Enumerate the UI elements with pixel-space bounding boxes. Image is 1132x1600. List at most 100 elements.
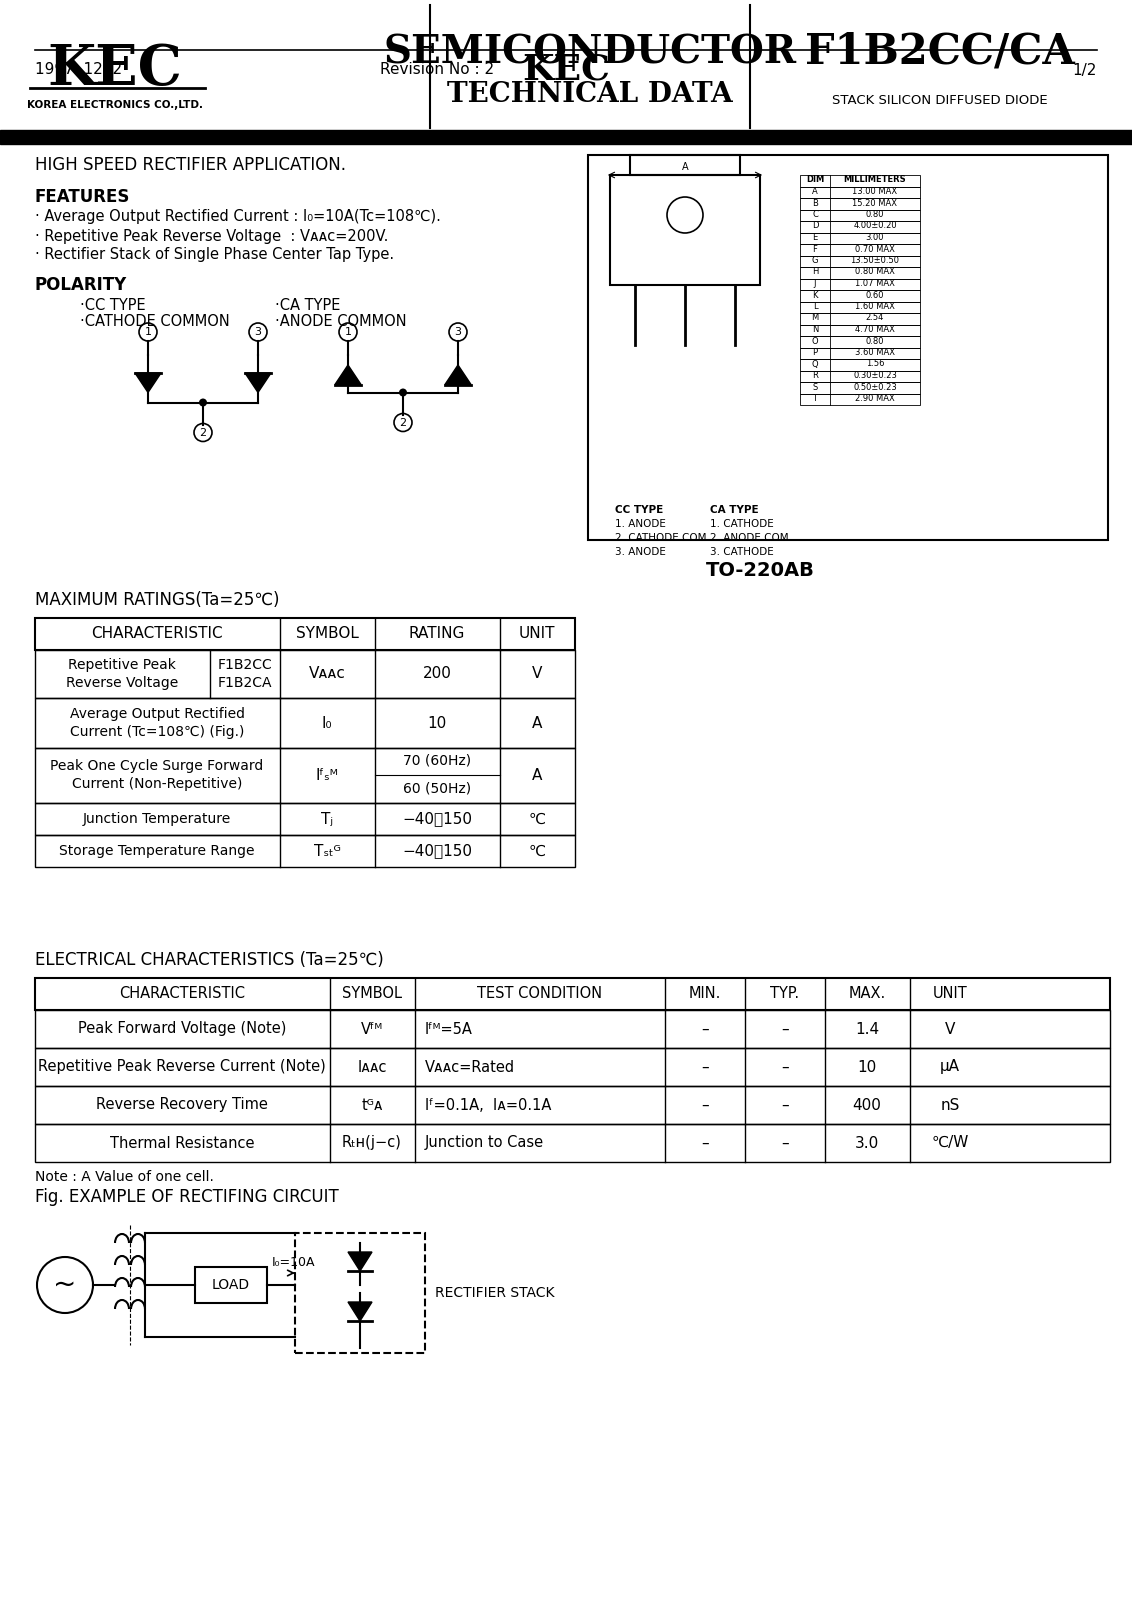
Polygon shape [445, 365, 471, 384]
Bar [35, 698, 575, 749]
Text: ELECTRICAL CHARACTERISTICS (Ta=25℃): ELECTRICAL CHARACTERISTICS (Ta=25℃) [35, 950, 384, 970]
Text: Vᴀᴀᴄ=Rated: Vᴀᴀᴄ=Rated [424, 1059, 515, 1075]
Text: KEC: KEC [522, 53, 610, 86]
Text: Tₛₜᴳ: Tₛₜᴳ [314, 843, 341, 859]
Polygon shape [348, 1302, 372, 1322]
Text: V: V [945, 1021, 955, 1037]
Text: Repetitive Peak Reverse Current (Note): Repetitive Peak Reverse Current (Note) [38, 1059, 326, 1075]
Text: 15.20 MAX: 15.20 MAX [852, 198, 898, 208]
Text: CC TYPE: CC TYPE [615, 506, 663, 515]
Text: L: L [813, 302, 817, 310]
Polygon shape [335, 365, 361, 384]
Bar [800, 256, 920, 267]
Text: TECHNICAL DATA: TECHNICAL DATA [447, 82, 732, 109]
Text: S: S [813, 382, 817, 392]
Bar [0, 130, 1132, 144]
Bar [35, 1086, 1110, 1123]
Text: ·ANODE COMMON: ·ANODE COMMON [275, 315, 406, 330]
Text: 1/2: 1/2 [1073, 62, 1097, 77]
Text: KOREA ELECTRONICS CO.,LTD.: KOREA ELECTRONICS CO.,LTD. [27, 99, 203, 110]
Bar [195, 1267, 267, 1302]
Text: 1: 1 [344, 326, 352, 338]
Text: 0.80 MAX: 0.80 MAX [855, 267, 895, 277]
Text: SEMICONDUCTOR: SEMICONDUCTOR [384, 34, 797, 70]
Text: A: A [812, 187, 818, 195]
Text: M: M [812, 314, 818, 323]
Text: 10: 10 [857, 1059, 876, 1075]
Text: 3. ANODE: 3. ANODE [615, 547, 666, 557]
Text: ·CA TYPE: ·CA TYPE [275, 298, 341, 312]
Text: G: G [812, 256, 818, 266]
Text: –: – [781, 1136, 789, 1150]
Text: I₀: I₀ [321, 715, 333, 731]
Text: J: J [814, 278, 816, 288]
Text: –: – [781, 1098, 789, 1112]
Text: MAXIMUM RATINGS(Ta=25℃): MAXIMUM RATINGS(Ta=25℃) [35, 590, 280, 610]
Text: F1B2CC
F1B2CA: F1B2CC F1B2CA [217, 658, 273, 690]
Text: 1.60 MAX: 1.60 MAX [855, 302, 895, 310]
Text: 400: 400 [852, 1098, 882, 1112]
Text: Thermal Resistance: Thermal Resistance [110, 1136, 255, 1150]
Circle shape [199, 398, 207, 406]
Text: −40～150: −40～150 [402, 843, 472, 859]
Text: ℃: ℃ [529, 811, 546, 827]
Bar [800, 187, 920, 198]
Text: 3: 3 [455, 326, 462, 338]
Text: 60 (50Hz): 60 (50Hz) [403, 781, 471, 795]
Text: 3: 3 [255, 326, 261, 338]
Text: MILLIMETERS: MILLIMETERS [843, 176, 907, 184]
Text: Repetitive Peak
Reverse Voltage: Repetitive Peak Reverse Voltage [66, 658, 178, 690]
Text: 1. ANODE: 1. ANODE [615, 518, 666, 530]
Text: 0.30±0.23: 0.30±0.23 [854, 371, 897, 379]
Text: 3. CATHODE: 3. CATHODE [710, 547, 774, 557]
Text: F1B2CC/CA: F1B2CC/CA [805, 30, 1075, 74]
Text: FEATURES: FEATURES [35, 187, 130, 206]
Bar [631, 155, 740, 174]
Text: Vᴀᴀᴄ: Vᴀᴀᴄ [309, 667, 345, 682]
Text: A: A [532, 715, 542, 731]
Bar [35, 618, 575, 650]
Text: Junction to Case: Junction to Case [424, 1136, 544, 1150]
Text: KEC: KEC [48, 43, 182, 98]
Text: 10: 10 [428, 715, 447, 731]
Bar [800, 243, 920, 256]
Bar [35, 749, 575, 803]
Text: 1: 1 [145, 326, 152, 338]
Text: −40～150: −40～150 [402, 811, 472, 827]
Text: D: D [812, 221, 818, 230]
Text: UNIT: UNIT [933, 987, 968, 1002]
Text: POLARITY: POLARITY [35, 275, 127, 294]
Polygon shape [135, 373, 161, 392]
Text: E: E [813, 234, 817, 242]
Text: –: – [781, 1059, 789, 1075]
Text: A: A [681, 162, 688, 171]
Bar [800, 198, 920, 210]
Text: 2.90 MAX: 2.90 MAX [855, 394, 895, 403]
Bar [610, 174, 760, 285]
Bar [800, 210, 920, 221]
Text: –: – [701, 1021, 709, 1037]
Text: Tⱼ: Tⱼ [321, 811, 333, 827]
Text: CHARACTERISTIC: CHARACTERISTIC [119, 987, 245, 1002]
Bar [800, 314, 920, 325]
Text: H: H [812, 267, 818, 277]
Text: Junction Temperature: Junction Temperature [83, 813, 231, 826]
Text: R: R [812, 371, 818, 379]
Text: 1.4: 1.4 [855, 1021, 880, 1037]
Bar [800, 347, 920, 358]
Text: ·CATHODE COMMON: ·CATHODE COMMON [80, 315, 230, 330]
Text: –: – [701, 1059, 709, 1075]
Text: DIM: DIM [806, 176, 824, 184]
Text: 13.00 MAX: 13.00 MAX [852, 187, 898, 195]
Text: 1.07 MAX: 1.07 MAX [855, 278, 895, 288]
Text: O: O [812, 336, 818, 346]
Text: 3.00: 3.00 [866, 234, 884, 242]
Text: –: – [781, 1021, 789, 1037]
Text: K: K [813, 291, 817, 299]
Bar [800, 371, 920, 382]
Bar [35, 1010, 1110, 1048]
Text: 1997. 12. 2: 1997. 12. 2 [35, 62, 122, 77]
Text: UNIT: UNIT [518, 627, 556, 642]
Text: · Average Output Rectified Current : I₀=10A(Tc=108℃).: · Average Output Rectified Current : I₀=… [35, 210, 440, 224]
Text: TO-220AB: TO-220AB [705, 560, 814, 579]
